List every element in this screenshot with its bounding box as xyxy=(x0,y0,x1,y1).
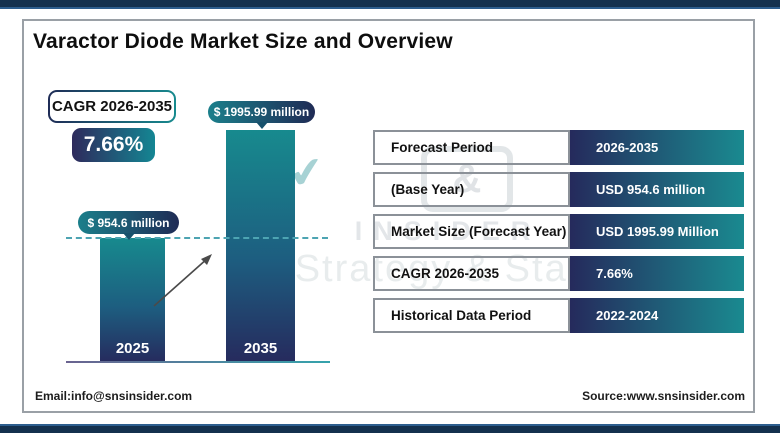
value-callout-2025: $ 954.6 million xyxy=(78,211,179,240)
top-brand-bar xyxy=(0,0,780,9)
cagr-period-box: CAGR 2026-2035 xyxy=(48,90,176,123)
reference-dashed-line xyxy=(66,237,328,239)
cagr-value-badge: 7.66% xyxy=(72,128,155,162)
table-row: Forecast Period 2026-2035 xyxy=(373,130,744,165)
table-label: Market Size (Forecast Year) xyxy=(373,214,570,249)
growth-arrow-icon xyxy=(153,254,212,307)
value-callout-2035: $ 1995.99 million xyxy=(208,101,315,129)
table-value: USD 1995.99 Million xyxy=(570,214,744,249)
table-value: 2022-2024 xyxy=(570,298,744,333)
bar-2035: 2035 xyxy=(226,130,295,363)
stats-table: Forecast Period 2026-2035 (Base Year) US… xyxy=(373,130,744,340)
table-label: CAGR 2026-2035 xyxy=(373,256,570,291)
footer-source: Source:www.snsinsider.com xyxy=(582,389,745,403)
bar-2025: 2025 xyxy=(100,238,165,363)
callout-pointer-icon xyxy=(122,233,135,240)
table-row: CAGR 2026-2035 7.66% xyxy=(373,256,744,291)
table-value: USD 954.6 million xyxy=(570,172,744,207)
bottom-brand-bar xyxy=(0,424,780,433)
table-label: Forecast Period xyxy=(373,130,570,165)
table-row: (Base Year) USD 954.6 million xyxy=(373,172,744,207)
callout-pointer-icon xyxy=(255,122,268,129)
value-callout-2025-text: $ 954.6 million xyxy=(87,215,170,230)
table-value: 7.66% xyxy=(570,256,744,291)
bar-2025-label: 2025 xyxy=(115,340,150,357)
table-label: (Base Year) xyxy=(373,172,570,207)
table-value: 2026-2035 xyxy=(570,130,744,165)
footer-email: Email:info@snsinsider.com xyxy=(35,389,193,403)
table-label: Historical Data Period xyxy=(373,298,570,333)
value-callout-2035-text: $ 1995.99 million xyxy=(213,105,310,119)
bar-2035-label: 2035 xyxy=(243,340,278,357)
cagr-period-label: CAGR 2026-2035 xyxy=(50,92,174,121)
table-row: Historical Data Period 2022-2024 xyxy=(373,298,744,333)
table-row: Market Size (Forecast Year) USD 1995.99 … xyxy=(373,214,744,249)
page-title: Varactor Diode Market Size and Overview xyxy=(33,30,453,53)
x-axis-line xyxy=(66,361,330,363)
